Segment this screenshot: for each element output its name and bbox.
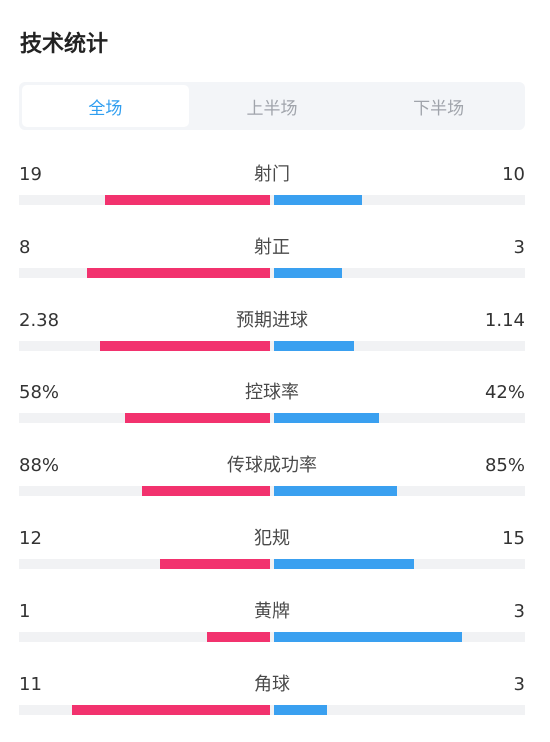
home-bar [125,413,270,424]
stat-row-corners: 11 角球 3 [19,660,525,733]
away-bar [274,195,362,205]
away-value: 42% [484,382,525,404]
away-value: 3 [513,600,525,622]
away-value: 85% [484,455,525,477]
comparison-track [19,267,525,278]
stat-row-pass-accuracy: 88% 传球成功率 85% [19,441,525,514]
comparison-track [19,486,525,497]
comparison-track [19,631,525,642]
away-value: 1.14 [484,309,525,331]
stat-label: 射正 [254,236,290,258]
home-value: 88% [19,455,60,477]
away-bar [274,704,327,715]
home-bar [160,558,270,569]
comparison-track [19,558,525,569]
stats-list: 19 射门 10 8 射正 3 2.38 预期进球 1.14 [19,150,525,732]
page-title: 技术统计 [20,32,109,57]
comparison-track [19,340,525,351]
away-value: 3 [513,673,525,695]
stat-label: 黄牌 [254,600,290,622]
stat-row-shots-on-target: 8 射正 3 [19,223,525,296]
away-bar [274,267,342,278]
home-bar [105,195,270,205]
comparison-track [19,195,525,205]
period-tabs: 全场 上半场 下半场 [19,82,525,130]
home-bar [142,486,270,497]
stat-row-possession: 58% 控球率 42% [19,368,525,441]
stat-label: 角球 [254,673,290,695]
comparison-track [19,704,525,715]
stat-label: 射门 [254,164,290,185]
stat-label: 传球成功率 [227,455,317,477]
home-value: 58% [19,382,60,404]
stat-label: 预期进球 [236,309,308,331]
tab-second-half[interactable]: 下半场 [413,98,465,119]
home-bar [207,631,270,642]
away-bar [274,486,397,497]
away-value: 15 [502,527,525,549]
home-bar [100,340,270,351]
home-bar [87,267,270,278]
away-bar [274,340,354,351]
tab-first-half[interactable]: 上半场 [246,98,298,119]
away-value: 10 [502,164,525,185]
home-value: 19 [19,164,42,185]
stat-row-yellow-cards: 1 黄牌 3 [19,587,525,660]
comparison-track [19,413,525,424]
stat-label: 犯规 [254,527,290,549]
home-value: 1 [19,600,31,622]
away-value: 3 [513,236,525,258]
home-value: 11 [19,673,42,695]
stat-row-fouls: 12 犯规 15 [19,514,525,587]
stat-row-shots: 19 射门 10 [19,150,525,223]
home-value: 2.38 [19,309,60,331]
away-bar [274,558,414,569]
away-bar [274,631,462,642]
stat-row-expected-goals: 2.38 预期进球 1.14 [19,296,525,369]
home-value: 12 [19,527,42,549]
away-bar [274,413,379,424]
home-bar [72,704,270,715]
home-value: 8 [19,236,31,258]
stat-label: 控球率 [245,382,299,404]
tab-full-match[interactable]: 全场 [22,85,189,127]
